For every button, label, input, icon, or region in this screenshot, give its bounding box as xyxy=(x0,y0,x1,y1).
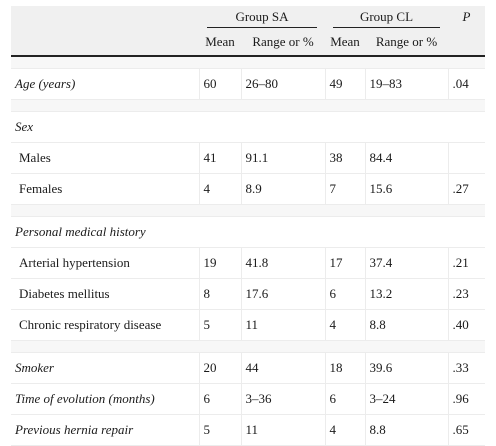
sa-range-cell: 17.6 xyxy=(240,278,325,310)
spacer-row xyxy=(11,56,485,69)
p-value-cell: .33 xyxy=(447,352,485,384)
table-row: Males 41 91.1 38 84.4 xyxy=(11,142,485,174)
sa-range-cell: 11 xyxy=(240,414,325,446)
p-value-cell: .65 xyxy=(447,414,485,446)
sa-range-cell: 11 xyxy=(240,309,325,341)
cl-mean-cell: 6 xyxy=(324,383,365,415)
row-label: Chronic respiratory disease xyxy=(11,309,199,341)
spacer-cell xyxy=(11,340,485,353)
header-empty-cell xyxy=(11,28,199,56)
group-cl-label: Group CL xyxy=(333,7,440,28)
sa-range-cell: 41.8 xyxy=(240,247,325,279)
row-label: Time of evolution (months) xyxy=(11,383,199,415)
spacer-cell xyxy=(11,56,485,69)
cl-mean-cell: 7 xyxy=(324,173,365,205)
cl-mean-cell: 38 xyxy=(324,142,365,174)
sa-mean-cell: 60 xyxy=(198,68,241,100)
row-label: Smoker xyxy=(11,352,199,384)
cl-range-cell: 19–83 xyxy=(364,68,448,100)
sa-range-cell: 91.1 xyxy=(240,142,325,174)
p-value-cell: .21 xyxy=(447,247,485,279)
cl-range-cell: 84.4 xyxy=(364,142,448,174)
cl-mean-cell: 18 xyxy=(324,352,365,384)
cl-mean-cell: 49 xyxy=(324,68,365,100)
section-label: Personal medical history xyxy=(11,216,485,248)
sa-mean-cell: 8 xyxy=(198,278,241,310)
row-label: Age (years) xyxy=(11,68,199,100)
cl-range-cell: 8.8 xyxy=(364,414,448,446)
table-row: Diabetes mellitus 8 17.6 6 13.2.23 xyxy=(11,278,485,310)
p-value-cell: .96 xyxy=(447,383,485,415)
row-label: Arterial hypertension xyxy=(11,247,199,279)
spacer-cell xyxy=(11,99,485,112)
row-label: Males xyxy=(11,142,199,174)
row-label: Previous hernia repair xyxy=(11,414,199,446)
cl-mean-cell: 17 xyxy=(324,247,365,279)
row-label: Diabetes mellitus xyxy=(11,278,199,310)
cl-range-header: Range or % xyxy=(365,28,448,56)
section-label: Sex xyxy=(11,111,485,143)
spacer-row xyxy=(11,340,485,353)
sa-range-cell: 26–80 xyxy=(240,68,325,100)
cl-range-cell: 37.4 xyxy=(364,247,448,279)
p-value-cell: .04 xyxy=(447,68,485,100)
sa-mean-cell: 5 xyxy=(198,309,241,341)
section-header-row: Personal medical history xyxy=(11,216,485,248)
sa-mean-cell: 4 xyxy=(198,173,241,205)
cl-range-cell: 8.8 xyxy=(364,309,448,341)
header-row-columns: Mean Range or % Mean Range or % xyxy=(11,28,485,56)
table-row: Arterial hypertension 19 41.8 17 37.4.21 xyxy=(11,247,485,279)
spacer-cell xyxy=(11,204,485,217)
section-header-row: Sex xyxy=(11,111,485,143)
sa-range-cell: 8.9 xyxy=(240,173,325,205)
table-row: Time of evolution (months) 6 3–36 6 3–24.96 xyxy=(11,383,485,415)
p-value-cell: .23 xyxy=(447,278,485,310)
header-empty-cell xyxy=(11,6,199,28)
sa-mean-header: Mean xyxy=(199,28,241,56)
sa-mean-cell: 6 xyxy=(198,383,241,415)
sa-range-header: Range or % xyxy=(241,28,325,56)
cl-mean-cell: 4 xyxy=(324,309,365,341)
cl-mean-cell: 6 xyxy=(324,278,365,310)
p-value-cell xyxy=(447,142,485,174)
cl-range-cell: 39.6 xyxy=(364,352,448,384)
demographics-table: Group SA Group CL P Mean Range or % Mean… xyxy=(11,6,485,446)
sa-range-cell: 3–36 xyxy=(240,383,325,415)
header-row-groups: Group SA Group CL P xyxy=(11,6,485,28)
cl-range-cell: 15.6 xyxy=(364,173,448,205)
group-cl-header: Group CL xyxy=(325,6,448,28)
sa-mean-cell: 5 xyxy=(198,414,241,446)
cl-mean-cell: 4 xyxy=(324,414,365,446)
sa-mean-cell: 20 xyxy=(198,352,241,384)
table-row: Females 4 8.9 7 15.6.27 xyxy=(11,173,485,205)
table-row: Previous hernia repair 5 11 4 8.8.65 xyxy=(11,414,485,446)
cl-mean-header: Mean xyxy=(325,28,365,56)
spacer-row xyxy=(11,204,485,217)
cl-range-cell: 13.2 xyxy=(364,278,448,310)
sa-range-cell: 44 xyxy=(240,352,325,384)
table-row: Age (years) 60 26–80 49 19–83.04 xyxy=(11,68,485,100)
p-header-empty xyxy=(448,28,485,56)
p-value-cell: .40 xyxy=(447,309,485,341)
sa-mean-cell: 41 xyxy=(198,142,241,174)
p-header: P xyxy=(448,6,485,28)
spacer-row xyxy=(11,99,485,112)
table-row: Chronic respiratory disease 5 11 4 8.8.40 xyxy=(11,309,485,341)
row-label: Females xyxy=(11,173,199,205)
p-value-cell: .27 xyxy=(447,173,485,205)
cl-range-cell: 3–24 xyxy=(364,383,448,415)
sa-mean-cell: 19 xyxy=(198,247,241,279)
group-sa-header: Group SA xyxy=(199,6,325,28)
table-row: Smoker 20 44 18 39.6.33 xyxy=(11,352,485,384)
group-sa-label: Group SA xyxy=(207,7,317,28)
